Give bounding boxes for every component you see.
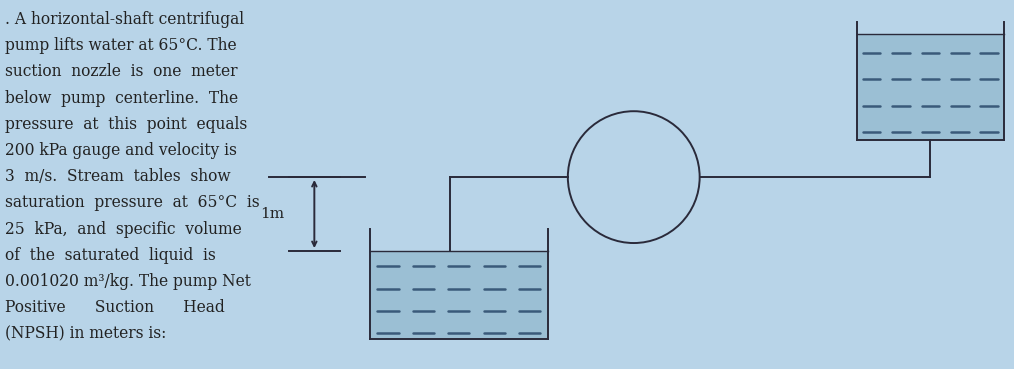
Text: 3  m/s.  Stream  tables  show: 3 m/s. Stream tables show bbox=[5, 168, 231, 185]
Text: of  the  saturated  liquid  is: of the saturated liquid is bbox=[5, 247, 216, 264]
Text: 1m: 1m bbox=[260, 207, 284, 221]
Text: pressure  at  this  point  equals: pressure at this point equals bbox=[5, 116, 247, 133]
Text: Positive      Suction      Head: Positive Suction Head bbox=[5, 299, 225, 316]
Bar bbox=[857, 34, 1004, 140]
Text: pump lifts water at 65°C. The: pump lifts water at 65°C. The bbox=[5, 37, 236, 54]
Text: suction  nozzle  is  one  meter: suction nozzle is one meter bbox=[5, 63, 237, 80]
Text: 200 kPa gauge and velocity is: 200 kPa gauge and velocity is bbox=[5, 142, 237, 159]
Text: (NPSH) in meters is:: (NPSH) in meters is: bbox=[5, 325, 166, 342]
Text: saturation  pressure  at  65°C  is: saturation pressure at 65°C is bbox=[5, 194, 260, 211]
Text: 0.001020 m³/kg. The pump Net: 0.001020 m³/kg. The pump Net bbox=[5, 273, 250, 290]
Text: 25  kPa,  and  specific  volume: 25 kPa, and specific volume bbox=[5, 221, 241, 238]
Bar bbox=[370, 251, 548, 339]
Text: below  pump  centerline.  The: below pump centerline. The bbox=[5, 90, 238, 107]
Text: . A horizontal-shaft centrifugal: . A horizontal-shaft centrifugal bbox=[5, 11, 244, 28]
